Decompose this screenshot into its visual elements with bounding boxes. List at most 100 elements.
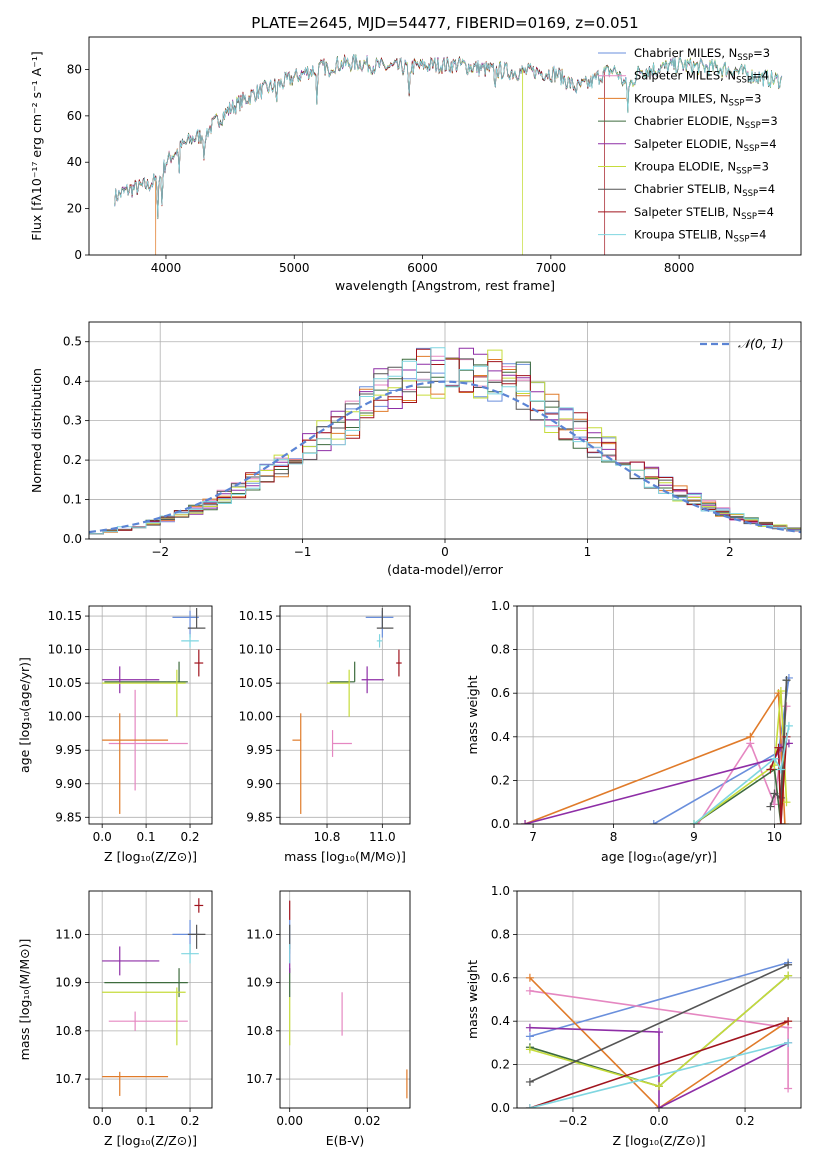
legend-entry: 𝒩(0, 1)	[738, 336, 784, 351]
legend-subscript: SSP	[744, 144, 760, 154]
plot-area	[525, 958, 793, 1108]
y-tick-label: 0.4	[63, 374, 82, 388]
spectrum-line-kroupa-miles	[114, 54, 783, 255]
chart-1: −2 −1 0 1 2 0.0 0.1 0.2 0.3 0.4 0.5 (data-model)/er…	[29, 321, 802, 577]
legend-tail: =4	[749, 228, 766, 242]
plot-area	[521, 673, 793, 824]
axes-frame	[88, 321, 802, 540]
plot-area	[292, 608, 402, 814]
errorbar-point	[292, 713, 302, 814]
errorbar-point	[104, 661, 188, 683]
legend-entry: Kroupa MILES, NSSP=3	[634, 91, 761, 108]
x-tick-label: 0	[441, 545, 449, 559]
spectrum-line-kroupa-stelib	[114, 54, 783, 219]
x-tick-label: 0.0	[93, 830, 112, 844]
errorbar-point	[194, 649, 204, 677]
x-tick-label: 11.0	[369, 830, 396, 844]
x-tick-label: 0.2	[736, 1114, 755, 1128]
y-tick-label: 0.1	[63, 493, 82, 507]
y-tick-label: 11.0	[246, 927, 273, 941]
marker-plus	[782, 702, 791, 711]
legend-text: Salpeter STELIB, N	[634, 205, 741, 219]
y-tick-label: 0.4	[491, 1014, 510, 1028]
y-tick-label: 10.10	[239, 643, 273, 657]
legend-tail: =4	[752, 69, 769, 83]
errorbar-point	[102, 946, 160, 976]
y-tick-label: 0.8	[491, 643, 510, 657]
y-tick-label: 20	[67, 202, 82, 216]
y-tick-label: 10.15	[239, 609, 273, 623]
x-axis-label: E(B-V)	[326, 1133, 365, 1148]
legend-text: Chabrier ELODIE, N	[634, 114, 745, 128]
y-tick-label: 11.0	[55, 927, 82, 941]
legend: 𝒩(0, 1)	[700, 336, 784, 351]
y-tick-label: 10.10	[48, 643, 82, 657]
x-axis-label: Z [log₁₀(Z/Z⊙)]	[104, 1133, 197, 1148]
x-tick-label: −0.2	[558, 1114, 587, 1128]
y-tick-label: 0.8	[491, 927, 510, 941]
errorbar-point	[102, 669, 186, 717]
x-tick-label: 0.0	[93, 1114, 112, 1128]
y-tick-label: 9.85	[246, 810, 273, 824]
errorbar-point	[102, 713, 169, 814]
marker-plus	[655, 1104, 663, 1108]
legend-subscript: SSP	[737, 53, 753, 63]
x-tick-label: 10	[767, 830, 782, 844]
mass-weight-line-kroupa-stelib	[529, 1042, 789, 1108]
legend-text: Salpeter ELODIE, N	[634, 137, 744, 151]
legend-entry: Salpeter MILES, NSSP=4	[634, 69, 769, 86]
y-tick-label: 0.6	[491, 971, 510, 985]
errorbar-point	[181, 944, 199, 964]
axes-frame	[88, 605, 213, 825]
mass-weight-line-chabrier-stelib	[769, 680, 788, 807]
x-tick-label: 8000	[664, 261, 695, 275]
errorbar-point	[172, 610, 199, 638]
legend-tail: =3	[753, 46, 770, 60]
errorbar-point	[187, 608, 206, 629]
legend-tail: =4	[757, 205, 774, 219]
y-tick-label: 0	[74, 248, 82, 262]
legend-tail: =3	[761, 114, 778, 128]
errorbar-point	[361, 666, 384, 694]
spectrum-line-salpeter-stelib	[114, 54, 606, 255]
y-tick-label: 0.2	[491, 773, 510, 787]
legend-text: Chabrier STELIB, N	[634, 182, 742, 196]
legend-text: Kroupa MILES, N	[634, 91, 729, 105]
y-tick-label: 10.8	[246, 1024, 273, 1038]
y-tick-label: 10.00	[48, 710, 82, 724]
legend-subscript: SSP	[742, 189, 758, 199]
legend-subscript: SSP	[741, 212, 757, 222]
mass-weight-line-kroupa-miles	[529, 977, 789, 1108]
y-tick-label: 10.8	[55, 1024, 82, 1038]
x-tick-label: 0.00	[276, 1114, 303, 1128]
legend-entry: Salpeter STELIB, NSSP=4	[634, 205, 774, 222]
legend-subscript: SSP	[736, 167, 752, 177]
marker-plus	[655, 1028, 663, 1037]
x-axis-label: wavelength [Angstrom, rest frame]	[335, 278, 555, 293]
y-axis-label: mass weight	[465, 960, 480, 1039]
errorbar-point	[376, 634, 383, 648]
marker-plus	[776, 820, 785, 824]
errorbar-point	[194, 898, 204, 913]
marker-plus	[770, 754, 779, 763]
errorbar-point	[327, 669, 350, 717]
x-tick-label: 0.1	[137, 830, 156, 844]
marker-plus	[774, 743, 783, 752]
axes-frame	[88, 36, 802, 256]
y-tick-label: 0.0	[491, 1101, 510, 1115]
legend-tail: =4	[758, 182, 775, 196]
y-tick-label: 60	[67, 109, 82, 123]
x-tick-label: −1	[294, 545, 312, 559]
x-axis-label: Z [log₁₀(Z/Z⊙)]	[613, 1133, 706, 1148]
y-tick-label: 0.3	[63, 414, 82, 428]
errorbar-point	[108, 1011, 188, 1031]
chart-3: 10.8 11.0 9.85 9.90 9.95 10.00 10.05 10.10 10.15…	[239, 605, 411, 864]
mass-weight-line-kroupa-stelib	[693, 725, 790, 824]
errorbar-point	[181, 634, 199, 648]
marker-plus	[776, 687, 785, 696]
marker-plus	[784, 1038, 793, 1047]
y-tick-label: 10.7	[55, 1072, 82, 1086]
x-tick-label: 0.02	[354, 1114, 381, 1128]
